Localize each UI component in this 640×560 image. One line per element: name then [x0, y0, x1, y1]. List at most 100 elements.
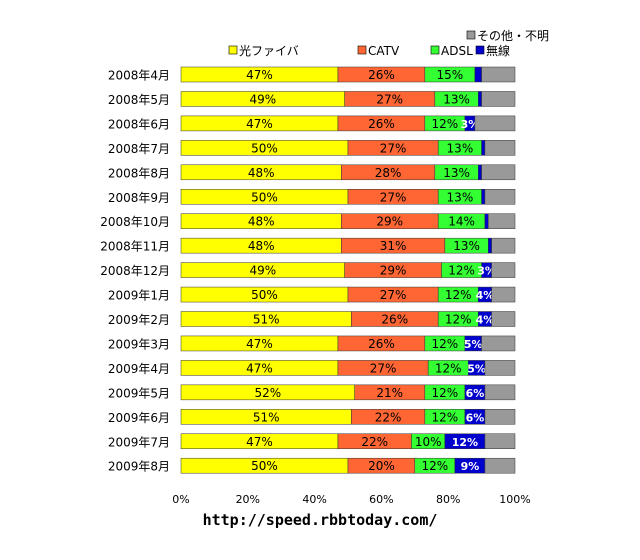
data-label: 50% [251, 459, 278, 473]
data-label: 47% [246, 117, 273, 131]
x-tick-label: 60% [369, 493, 393, 506]
data-label: 26% [381, 313, 408, 327]
bar-segment [481, 164, 516, 181]
bar-segment [478, 164, 482, 181]
data-label: 51% [253, 410, 280, 424]
data-label: 13% [453, 239, 480, 253]
legend-label: 光ファイバ [239, 44, 299, 58]
bar-segment [491, 286, 516, 303]
bar-segment [474, 66, 482, 83]
bar-segment [481, 91, 516, 107]
category-label: 2009年6月 [108, 411, 170, 425]
data-label: 3% [477, 265, 496, 278]
data-label: 14% [448, 215, 475, 229]
bar-segment [484, 189, 516, 205]
bar-segment [491, 237, 516, 254]
data-label: 12% [435, 361, 462, 375]
data-label: 20% [368, 459, 395, 473]
bar-segment [478, 91, 482, 107]
data-label: 12% [445, 288, 472, 302]
data-label: 50% [251, 288, 278, 302]
category-label: 2009年5月 [108, 386, 170, 400]
data-label: 47% [246, 337, 273, 351]
legend-swatch [475, 45, 485, 55]
data-label: 51% [253, 313, 280, 327]
data-label: 27% [376, 92, 403, 106]
legend-label: 無線 [486, 43, 510, 58]
data-label: 22% [375, 410, 402, 424]
data-label: 48% [248, 215, 275, 229]
data-label: 47% [246, 68, 273, 82]
bar-segment [491, 262, 516, 278]
category-label: 2009年1月 [108, 289, 170, 303]
category-label: 2009年3月 [108, 337, 170, 351]
legend-swatch [228, 45, 238, 55]
source-url: http://speed.rbbtoday.com/ [202, 511, 438, 529]
category-label: 2009年8月 [108, 460, 170, 474]
data-label: 26% [368, 117, 395, 131]
category-label: 2009年2月 [108, 313, 170, 327]
data-label: 28% [375, 166, 402, 180]
data-label: 52% [255, 386, 282, 400]
data-label: 26% [368, 337, 395, 351]
data-label: 47% [246, 435, 273, 449]
bar-segment [481, 189, 486, 205]
bar-segment [488, 237, 492, 254]
data-label: 12% [452, 436, 478, 449]
x-tick-label: 20% [236, 493, 260, 506]
data-label: 13% [443, 92, 470, 106]
bar-segment [484, 384, 516, 401]
data-label: 12% [422, 459, 449, 473]
x-axis: 0% 20% 40% 60% 80% 100% [172, 493, 530, 506]
legend-label: ADSL [441, 44, 473, 58]
data-label: 48% [248, 166, 275, 180]
category-label: 2008年12月 [100, 264, 170, 278]
data-label: 29% [380, 264, 407, 278]
category-label: 2008年7月 [108, 142, 170, 156]
data-label: 29% [376, 215, 403, 229]
data-label: 47% [246, 361, 273, 375]
bar-segment [484, 213, 489, 229]
data-label: 12% [432, 410, 459, 424]
bar-segment [481, 140, 486, 156]
bar-segment [484, 409, 516, 425]
chart-rows: 2008年4月 47% 26% 15% 2008年5月 49% 27% 13% 2008年6月 4… [100, 66, 516, 474]
bar-segment [491, 311, 516, 327]
data-label: 49% [249, 92, 276, 106]
data-label: 15% [437, 68, 464, 82]
data-label: 12% [448, 264, 475, 278]
x-tick-label: 80% [436, 493, 460, 506]
data-label: 22% [361, 435, 388, 449]
data-label: 12% [432, 386, 459, 400]
data-label: 50% [251, 141, 278, 155]
legend-swatch [357, 45, 367, 55]
legend-label: CATV [368, 44, 400, 58]
category-label: 2009年7月 [108, 435, 170, 449]
bar-segment [484, 457, 516, 474]
data-label: 6% [466, 387, 485, 400]
legend-label: その他・不明 [477, 29, 549, 43]
bar-segment [474, 115, 516, 132]
data-label: 21% [376, 386, 403, 400]
x-tick-label: 100% [499, 493, 530, 506]
category-label: 2008年11月 [100, 240, 170, 254]
data-label: 27% [380, 141, 407, 155]
x-tick-label: 0% [172, 493, 189, 506]
data-label: 27% [380, 288, 407, 302]
data-label: 4% [476, 314, 495, 327]
data-label: 12% [445, 313, 472, 327]
data-label: 6% [466, 411, 485, 424]
category-label: 2008年9月 [108, 191, 170, 205]
category-label: 2008年10月 [100, 215, 170, 229]
x-tick-label: 40% [302, 493, 326, 506]
data-label: 49% [249, 264, 276, 278]
data-label: 12% [432, 117, 459, 131]
data-label: 48% [248, 239, 275, 253]
data-label: 3% [461, 118, 480, 131]
bar-segment [484, 140, 516, 156]
category-label: 2008年8月 [108, 166, 170, 180]
bar-segment [481, 66, 516, 83]
bar-segment [488, 213, 516, 229]
